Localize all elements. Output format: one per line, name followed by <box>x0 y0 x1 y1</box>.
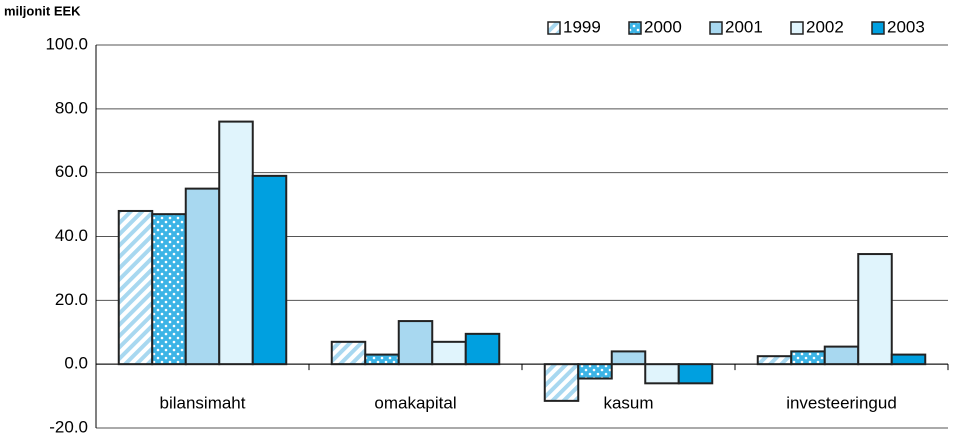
bar <box>251 174 288 366</box>
legend-swatch <box>547 21 561 35</box>
legend-label: 2000 <box>644 17 682 36</box>
x-tick-label: bilansimaht <box>160 393 246 412</box>
y-tick-label: 40.0 <box>55 226 88 245</box>
bar <box>397 320 434 366</box>
bar <box>431 340 467 366</box>
legend-label: 2001 <box>725 17 763 36</box>
bar <box>790 350 826 366</box>
bar <box>677 363 714 385</box>
legend-label: 1999 <box>563 17 601 36</box>
x-tick-label: kasum <box>603 393 653 412</box>
y-tick-label: 80.0 <box>55 98 88 117</box>
bar <box>364 353 400 366</box>
legend-swatch <box>871 21 885 35</box>
x-tick-label: investeeringud <box>786 393 897 412</box>
bar <box>464 332 501 366</box>
y-tick-label: 60.0 <box>55 162 88 181</box>
bar <box>117 209 154 366</box>
y-tick-label: 0.0 <box>64 354 88 373</box>
bar <box>218 120 254 366</box>
y-axis-label: miljonit EEK <box>4 3 81 18</box>
bar <box>184 187 221 366</box>
bar <box>890 353 927 366</box>
legend-swatch <box>628 21 642 35</box>
legend-swatch <box>790 21 804 35</box>
x-tick-label: omakapital <box>374 393 456 412</box>
y-tick-label: -20.0 <box>49 417 88 436</box>
bar <box>151 213 187 366</box>
bar <box>644 363 680 385</box>
bar <box>610 350 647 366</box>
bar <box>756 355 793 366</box>
bar <box>577 363 613 380</box>
y-tick-label: 100.0 <box>45 34 88 53</box>
bar <box>857 253 893 366</box>
bar <box>543 363 580 402</box>
legend-label: 2002 <box>806 17 844 36</box>
legend-label: 2003 <box>887 17 925 36</box>
bar <box>823 345 860 366</box>
legend-swatch <box>709 21 723 35</box>
y-tick-label: 20.0 <box>55 290 88 309</box>
bar <box>330 340 367 366</box>
